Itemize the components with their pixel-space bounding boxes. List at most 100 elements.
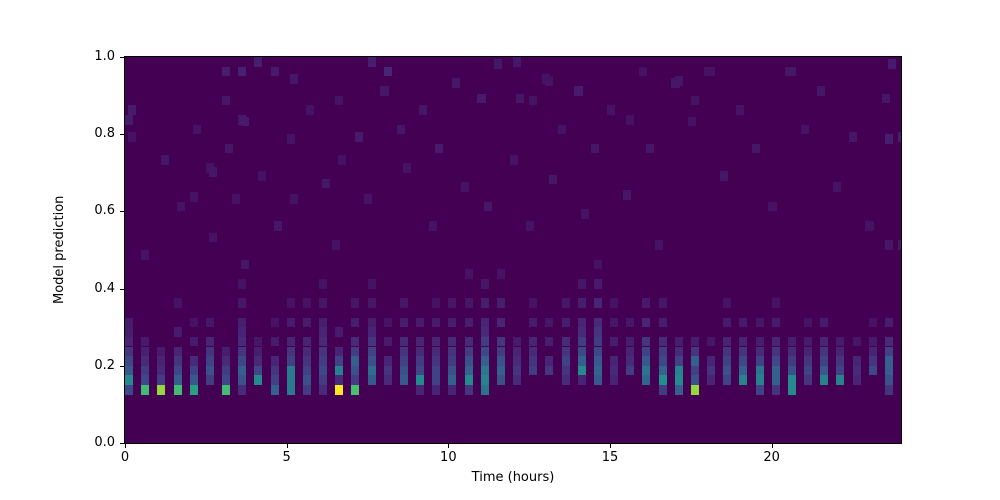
heatmap-cell [833,182,842,193]
heatmap-cell [222,356,231,366]
heatmap-cell [432,336,441,347]
heatmap-cell [771,336,780,347]
heatmap-cell [496,346,505,357]
heatmap-cell [480,317,489,328]
heatmap-cell [270,336,279,347]
heatmap-cell [658,336,667,347]
heatmap-cell [141,375,150,386]
heatmap-cell [723,365,732,376]
heatmap-cell [755,336,764,347]
x-tick-label: 10 [440,450,457,465]
heatmap-cell [787,385,796,395]
heatmap-cell [513,57,522,67]
heatmap-cell [707,365,716,376]
heatmap-cell [868,336,877,347]
heatmap-cell [739,365,748,376]
heatmap-cell [448,375,457,386]
heatmap-cell [545,317,554,328]
heatmap-cell [302,336,311,347]
heatmap-cell [593,375,602,386]
heatmap-cell [884,356,893,366]
heatmap-cell [306,105,315,115]
heatmap-cell [286,298,295,308]
heatmap-cell [173,365,182,376]
heatmap-cell [157,385,166,395]
heatmap-cell [451,78,460,88]
heatmap-cell [610,336,619,347]
heatmap-cell [302,317,311,328]
heatmap-cell [483,201,492,212]
heatmap-cell [286,375,295,386]
heatmap-cell [461,182,470,193]
heatmap-cell [351,317,360,328]
heatmap-cell [254,375,263,386]
heatmap-cell [351,375,360,386]
heatmap-cell [610,375,619,386]
heatmap-cell [286,385,295,395]
heatmap-cell [610,298,619,308]
heatmap-cell [464,375,473,386]
heatmap-cell [884,336,893,347]
heatmap-cell [593,365,602,376]
heatmap-cell [820,356,829,366]
heatmap-cell [399,317,408,328]
heatmap-cell [787,365,796,376]
heatmap-cell [238,278,247,289]
heatmap-cell [464,298,473,308]
heatmap-cell [800,124,809,135]
heatmap-cell [222,66,231,77]
heatmap-cell [868,365,877,376]
heatmap-cell [416,317,425,328]
heatmap-cell [383,375,392,386]
heatmap-cell [383,317,392,328]
heatmap-cell [655,240,664,250]
heatmap-cell [222,95,231,106]
heatmap-cell [238,375,247,386]
heatmap-cell [739,375,748,386]
heatmap-cell [238,66,247,77]
heatmap-cell [723,298,732,308]
y-tick-mark [120,443,124,444]
heatmap-cell [351,298,360,308]
heatmap-cell [367,336,376,347]
heatmap-cell [561,375,570,386]
heatmap-cell [542,74,551,84]
heatmap-cell [464,269,473,279]
x-tick-mark [771,444,773,448]
heatmap-cell [577,327,586,337]
heatmap-cell [561,336,570,347]
heatmap-cell [577,298,586,308]
heatmap-cell [399,346,408,357]
heatmap-cell [897,240,901,250]
heatmap-cell [432,298,441,308]
heatmap-cell [254,346,263,357]
heatmap-cell [367,57,376,67]
heatmap-cell [396,124,405,135]
heatmap-cell [399,356,408,366]
heatmap-cell [836,346,845,357]
heatmap-cell [852,365,861,376]
heatmap-cell [658,317,667,328]
heatmap-cell [529,336,538,347]
heatmap-cell [241,116,250,127]
heatmap-cell [416,356,425,366]
heatmap-cell [286,317,295,328]
heatmap-cell [141,385,150,395]
heatmap-cell [642,336,651,347]
heatmap-cell [128,105,137,115]
x-tick-mark [286,444,288,448]
heatmap-cell [286,365,295,376]
heatmap-cell [580,209,589,220]
heatmap-cell [707,336,716,347]
heatmap-cell [820,365,829,376]
heatmap-cell [302,385,311,395]
heatmap-cell [335,375,344,386]
heatmap-cell [577,365,586,376]
heatmap-cell [173,298,182,308]
heatmap-cell [254,57,263,67]
heatmap-cell [157,346,166,357]
y-tick-mark [120,365,124,367]
heatmap-cell [755,356,764,366]
heatmap-cell [804,317,813,328]
